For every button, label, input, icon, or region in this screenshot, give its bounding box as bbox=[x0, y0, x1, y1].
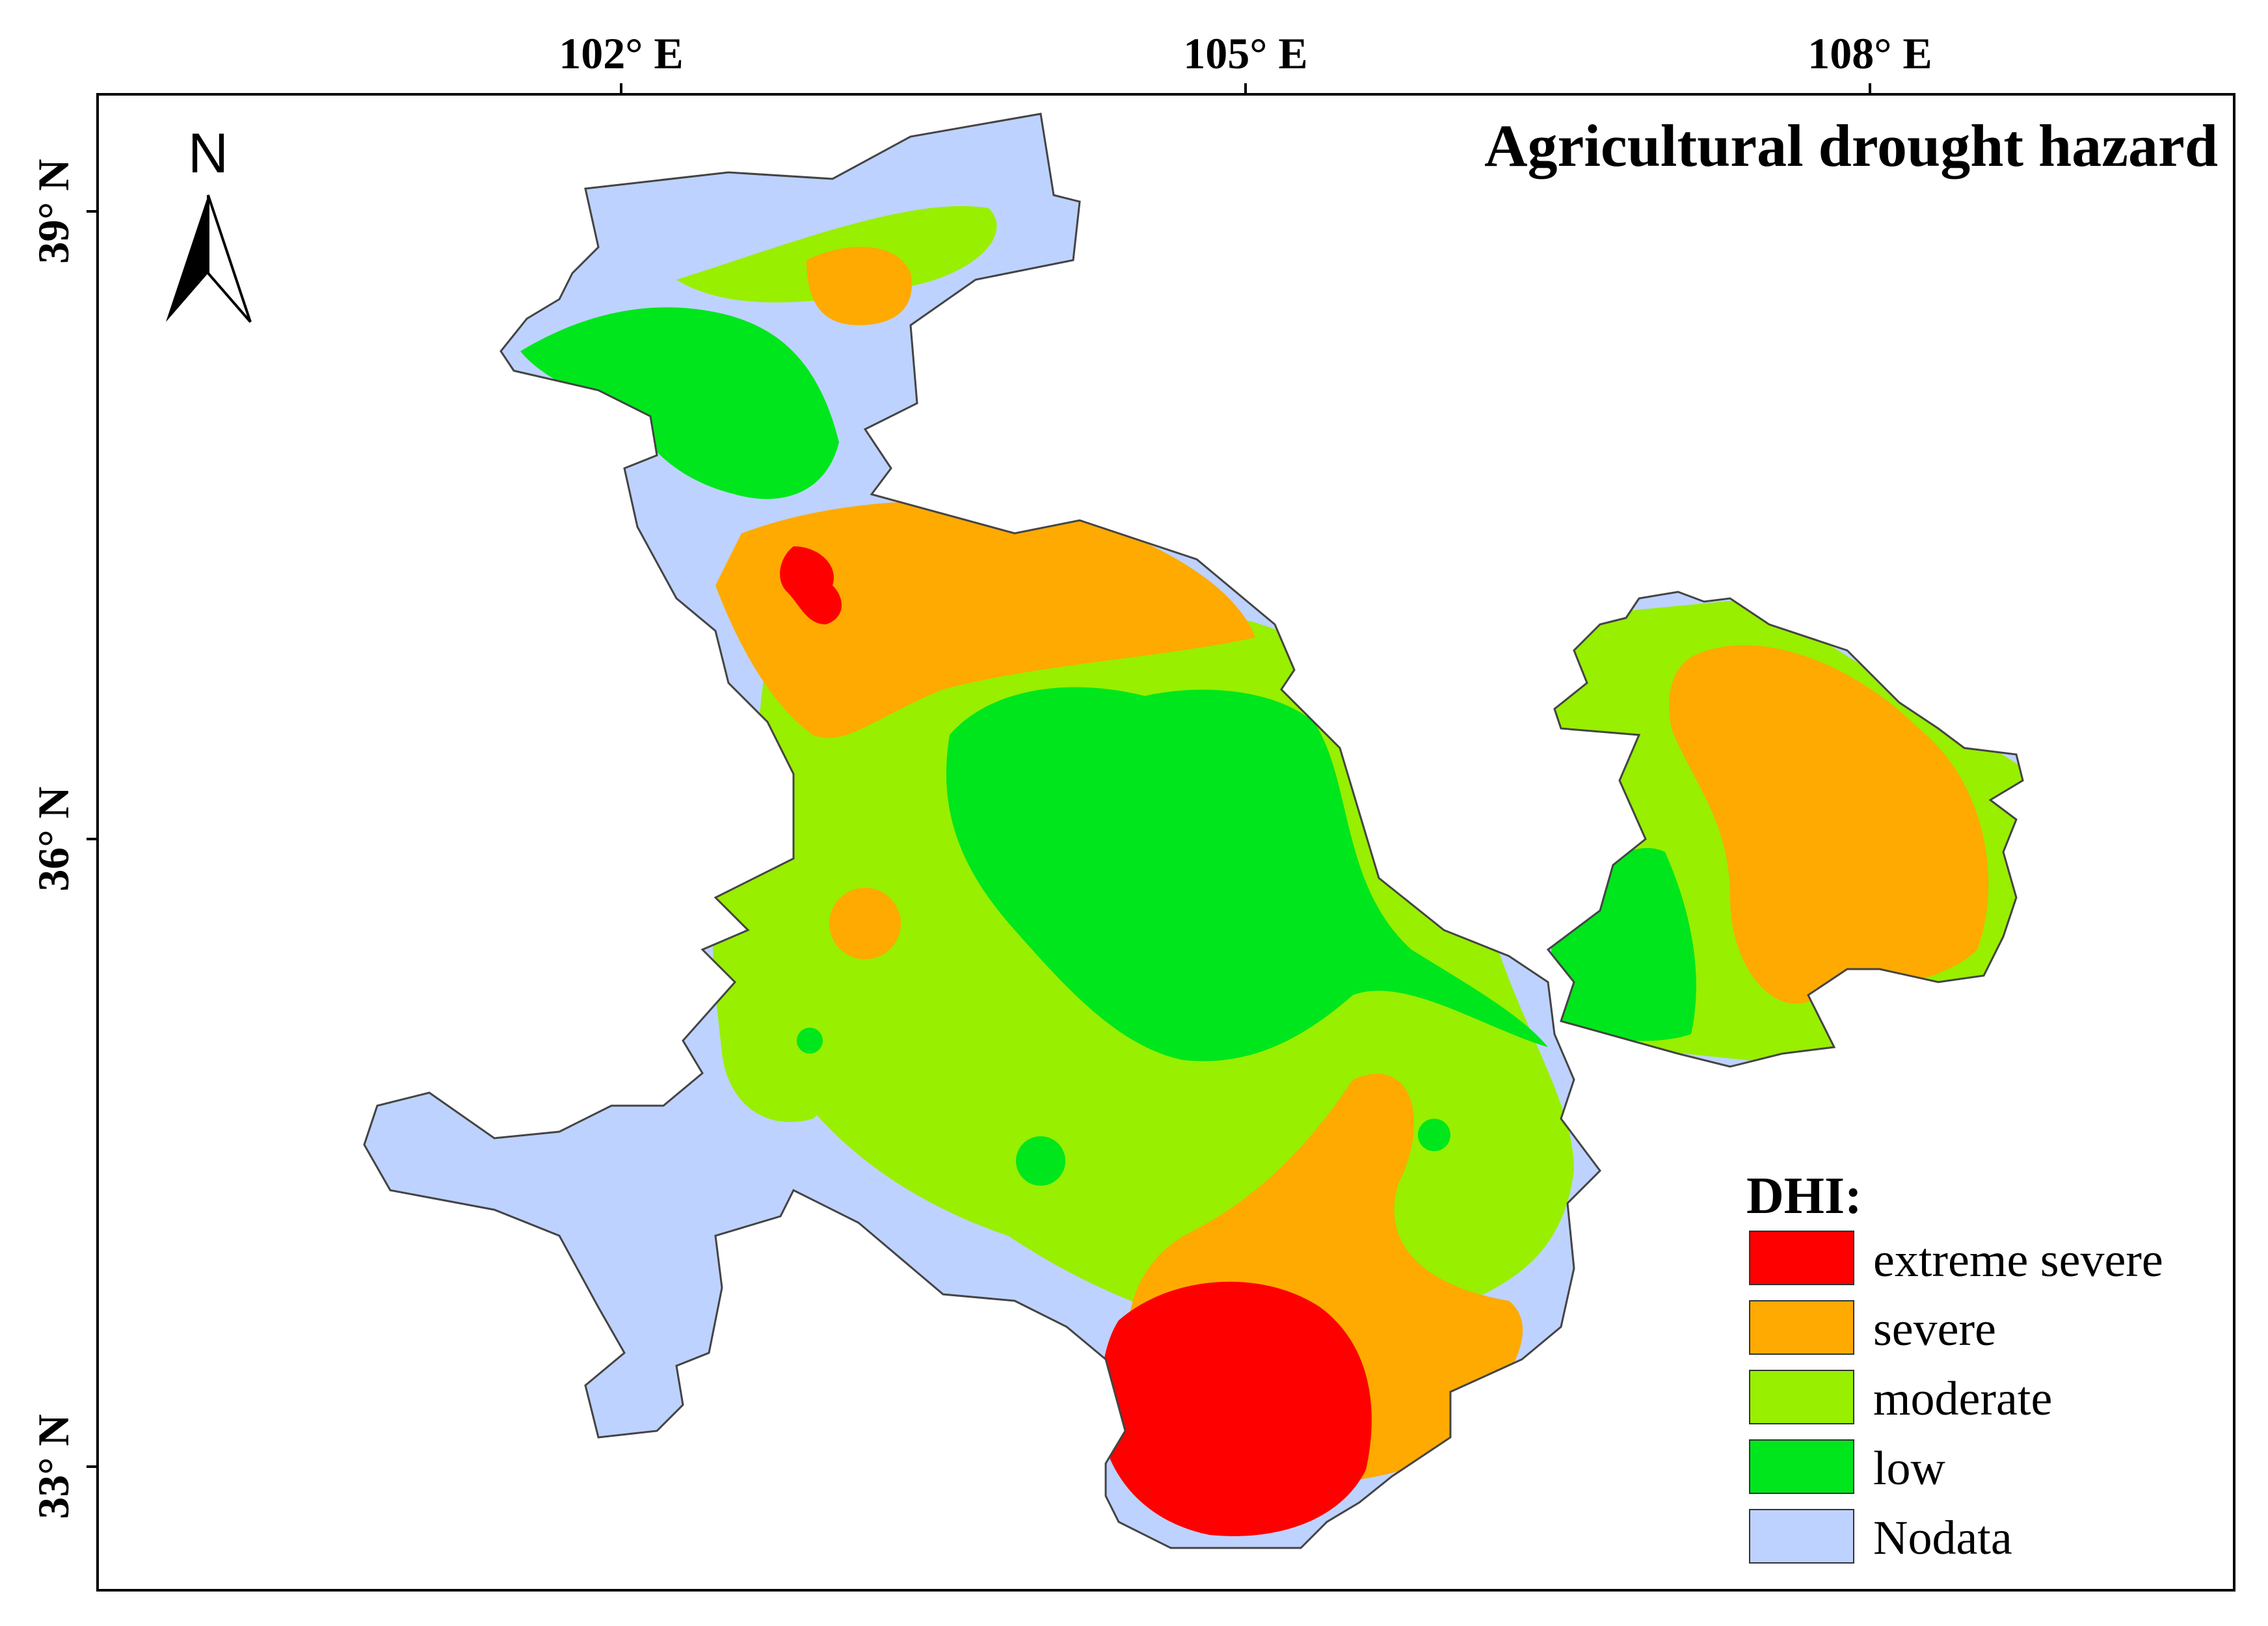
legend-item-moderate: moderate bbox=[1749, 1370, 2052, 1426]
lon-label-108: 108° E bbox=[1808, 29, 1932, 78]
legend-title: DHI: bbox=[1746, 1167, 1862, 1225]
legend-label-moderate: moderate bbox=[1873, 1372, 2052, 1426]
zone-low-spot-3 bbox=[797, 1028, 823, 1054]
legend-swatch-low bbox=[1749, 1439, 1854, 1494]
legend-swatch-moderate bbox=[1749, 1370, 1854, 1424]
zone-low-spot-1 bbox=[1016, 1136, 1065, 1186]
zone-extreme-south bbox=[1099, 1281, 1372, 1536]
north-arrow-icon: N bbox=[166, 122, 252, 323]
legend-item-extreme: extreme severe bbox=[1749, 1231, 2163, 1287]
legend-label-extreme: extreme severe bbox=[1873, 1234, 2163, 1287]
legend-label-nodata: Nodata bbox=[1873, 1512, 2012, 1565]
region-outline bbox=[363, 113, 2024, 1549]
lat-label-39: 39° N bbox=[29, 159, 78, 263]
graticule-ticks bbox=[87, 83, 1871, 1468]
lon-label-102: 102° E bbox=[559, 29, 684, 78]
lon-label-105: 105° E bbox=[1183, 29, 1308, 78]
zone-severe-far-north bbox=[807, 247, 912, 325]
north-label: N bbox=[188, 122, 228, 185]
zone-severe-west-spot bbox=[829, 888, 901, 959]
zone-severe-east bbox=[1669, 645, 1989, 1004]
zone-low-northwest bbox=[520, 307, 839, 500]
legend-label-severe: severe bbox=[1873, 1303, 1996, 1356]
legend-label-low: low bbox=[1873, 1442, 1946, 1495]
legend-item-severe: severe bbox=[1749, 1300, 1996, 1356]
legend-swatch-extreme bbox=[1749, 1231, 1854, 1285]
lat-label-36: 36° N bbox=[29, 786, 78, 891]
zone-low-spot-2 bbox=[1418, 1119, 1450, 1151]
map-title: Agricultural drought hazard bbox=[1484, 113, 2218, 179]
legend: DHI: extreme severe severe moderate low … bbox=[1746, 1167, 2163, 1565]
zone-low-central bbox=[946, 687, 1548, 1061]
legend-item-low: low bbox=[1749, 1439, 1946, 1495]
legend-swatch-nodata bbox=[1749, 1509, 1854, 1564]
lat-label-33: 33° N bbox=[29, 1414, 78, 1519]
legend-swatch-severe bbox=[1749, 1300, 1854, 1355]
zone-severe-upper bbox=[715, 501, 1255, 738]
legend-item-nodata: Nodata bbox=[1749, 1509, 2012, 1565]
zone-extreme-north bbox=[780, 546, 842, 624]
